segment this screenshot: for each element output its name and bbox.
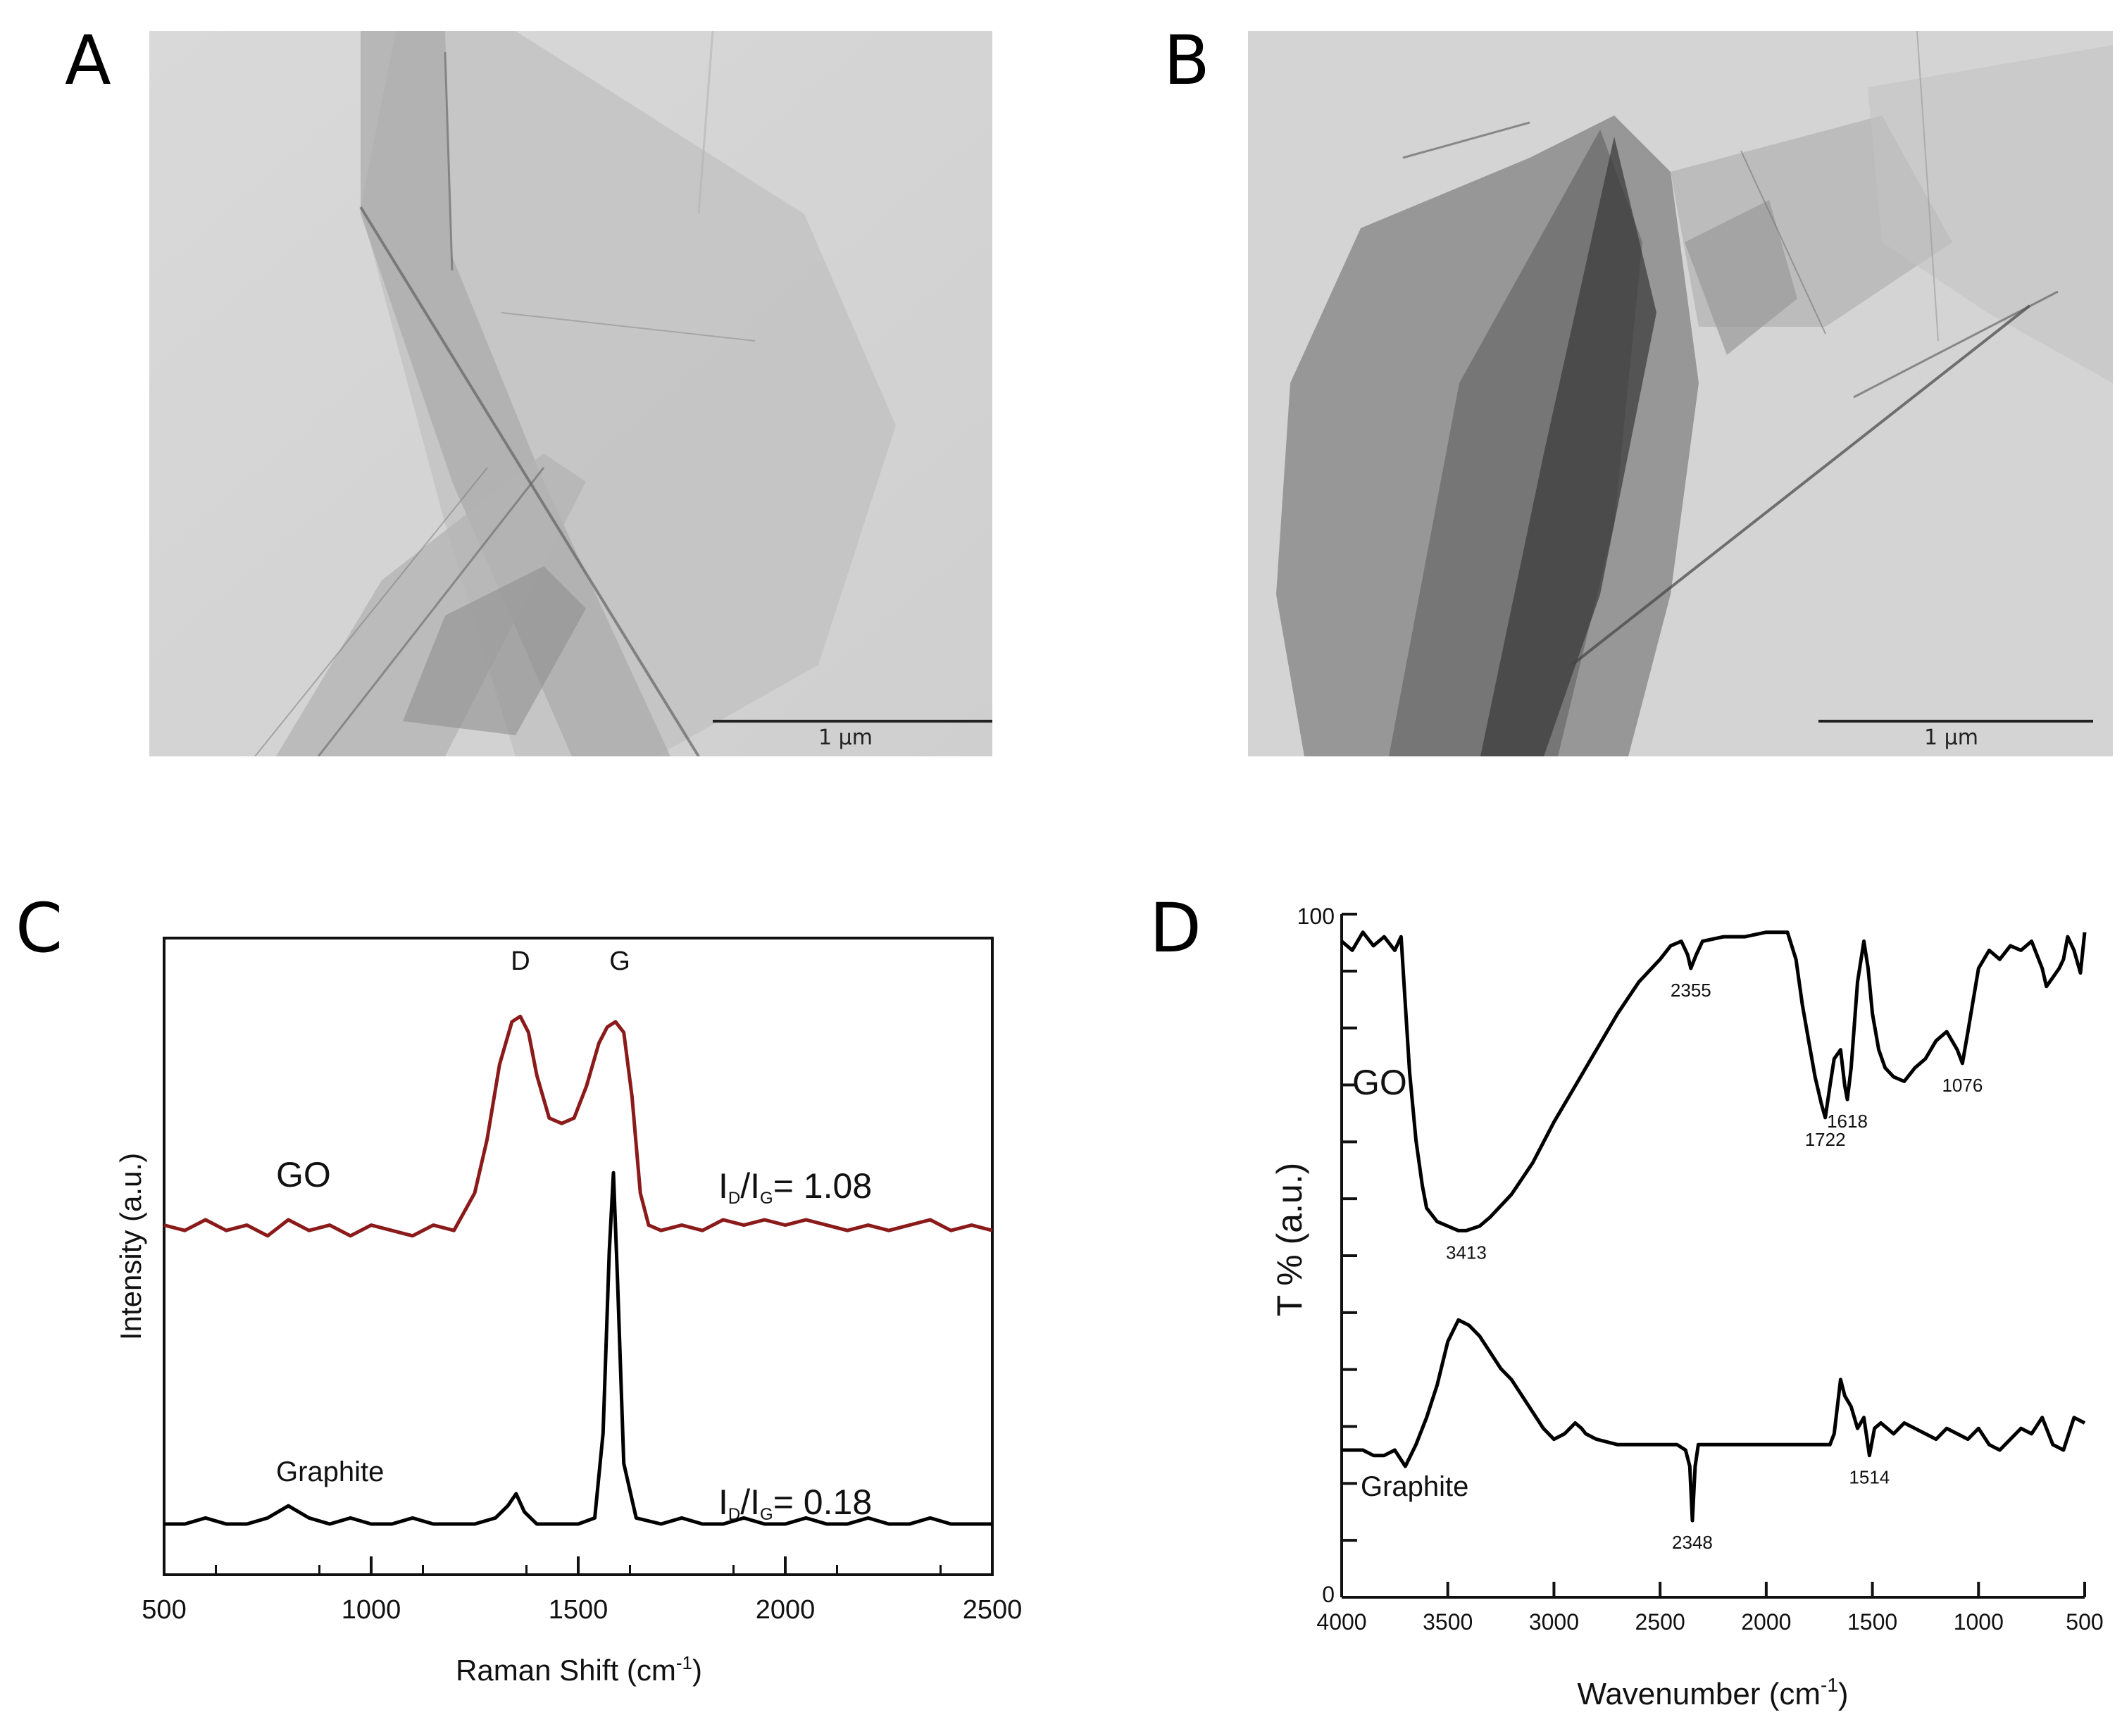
tem-image-b-graphic <box>1248 31 2113 756</box>
ftir-series-line-graphite <box>1342 1318 2086 1523</box>
tem-image-a-graphic <box>149 31 992 756</box>
raman-series-line-go <box>163 1014 993 1238</box>
ftir-x-tick-label-3500: 3500 <box>1423 1609 1473 1635</box>
raman-x-tick-label-1500: 1500 <box>549 1595 608 1625</box>
ftir-y-axis-label: T % (a.u.) <box>1270 1163 1309 1317</box>
ftir-peak-label-3413: 3413 <box>1446 1242 1487 1263</box>
raman-series <box>163 1014 993 1526</box>
ftir-x-tick-label-2500: 2500 <box>1635 1609 1685 1635</box>
raman-series-label-graphite: Graphite <box>276 1456 384 1487</box>
raman-peak-label-d: D <box>511 947 530 976</box>
ftir-x-ticks: 4000 3500 3000 2500 2000 1500 1000 500 <box>1316 1582 2104 1635</box>
raman-x-tick-label-2500: 2500 <box>963 1595 1023 1625</box>
raman-plot-frame <box>163 937 994 1576</box>
ftir-peak-label-1076: 1076 <box>1942 1075 1983 1096</box>
ftir-x-axis-label: Wavenumber (cm-1) <box>1577 1674 1848 1711</box>
ftir-peak-label-2348: 2348 <box>1672 1532 1713 1553</box>
ftir-x-tick-label-1000: 1000 <box>1954 1609 2004 1635</box>
ftir-peak-label-2355: 2355 <box>1671 980 1711 1001</box>
ftir-x-tick-label-4000: 4000 <box>1316 1609 1366 1635</box>
ftir-x-tick-label-500: 500 <box>2066 1609 2103 1635</box>
ftir-series-line-go <box>1340 930 2087 1232</box>
ftir-y-ticks <box>1342 913 1357 1599</box>
ftir-x-tick-label-3000: 3000 <box>1529 1609 1579 1635</box>
scale-bar-label-b: 1 μm <box>1924 725 1978 750</box>
tem-image-a: 1 μm <box>149 31 992 756</box>
ftir-series-label-go: GO <box>1352 1063 1407 1102</box>
raman-y-axis-label: Intensity (a.u.) <box>114 1153 147 1340</box>
raman-ratio-go: ID/IG= 1.08 <box>718 1166 872 1208</box>
scale-bar-label-a: 1 μm <box>818 725 873 750</box>
tem-image-b: 1 μm <box>1248 31 2113 756</box>
ftir-x-tick-label-1500: 1500 <box>1847 1609 1897 1635</box>
raman-series-label-go: GO <box>276 1155 331 1194</box>
panel-letter-b: B <box>1163 21 1210 100</box>
ftir-y-tick-100: 100 <box>1297 904 1335 929</box>
panel-letter-a: A <box>65 21 111 100</box>
ftir-series-label-graphite: Graphite <box>1361 1471 1468 1502</box>
raman-x-tick-label-1000: 1000 <box>342 1595 401 1625</box>
raman-series-line-graphite <box>164 1170 992 1526</box>
ftir-y-tick-0: 0 <box>1322 1582 1335 1607</box>
raman-x-ticks: 500 1000 1500 2000 2500 <box>142 1556 1022 1625</box>
panel-letter-d: D <box>1149 889 1202 968</box>
raman-x-tick-label-2000: 2000 <box>756 1595 816 1625</box>
ftir-peak-label-1722: 1722 <box>1805 1129 1846 1150</box>
ftir-x-tick-label-2000: 2000 <box>1741 1609 1791 1635</box>
raman-ratio-graphite: ID/IG= 0.18 <box>718 1482 872 1524</box>
panel-letter-c: C <box>15 889 63 968</box>
raman-x-tick-label-500: 500 <box>142 1595 186 1625</box>
ftir-peak-label-1514: 1514 <box>1849 1467 1890 1488</box>
raman-peak-label-g: G <box>609 947 630 976</box>
raman-x-axis-label: Raman Shift (cm-1) <box>456 1652 702 1687</box>
ftir-peak-label-1618: 1618 <box>1827 1111 1868 1132</box>
